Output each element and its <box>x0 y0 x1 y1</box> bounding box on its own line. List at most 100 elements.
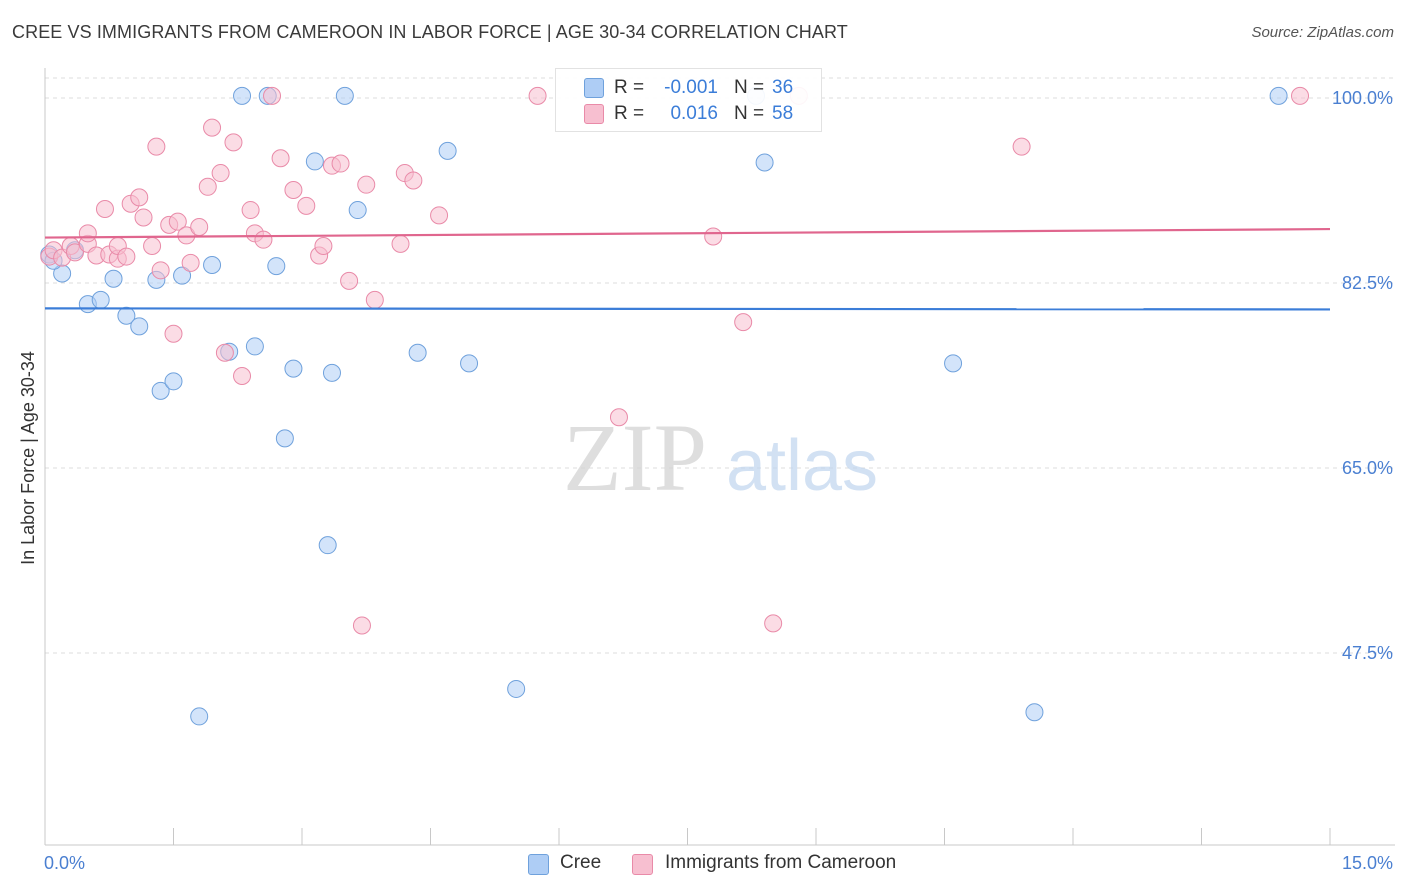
chart-title: CREE VS IMMIGRANTS FROM CAMEROON IN LABO… <box>12 22 848 42</box>
cameroon-point <box>241 201 260 220</box>
cameroon-point <box>340 271 359 290</box>
cree-point <box>91 290 110 309</box>
cameroon-point <box>297 196 316 215</box>
cree-point <box>245 337 264 356</box>
cree-point <box>233 86 252 105</box>
trend-lines <box>44 227 1331 311</box>
cree-point <box>755 153 774 172</box>
cree-point <box>408 343 427 362</box>
cameroon-point <box>78 224 97 243</box>
stats-row-cameroon: R = 0.016 N = 58 <box>556 101 821 127</box>
cameroon-point <box>151 261 170 280</box>
axes <box>44 68 1395 846</box>
axis-labels: 100.0% 82.5% 65.0% 47.5% 0.0% 15.0% In Labor F… <box>18 88 1393 873</box>
cameroon-point <box>609 408 628 427</box>
cameroon-point <box>224 133 243 152</box>
cree-points <box>40 86 1288 726</box>
cameroon-point <box>130 188 149 207</box>
cree-legend-swatch <box>528 854 549 875</box>
cameroon-points <box>40 86 1310 635</box>
cameroon-point <box>1291 86 1310 105</box>
cameroon-point <box>190 217 209 236</box>
cameroon-legend-label: Immigrants from Cameroon <box>665 852 897 873</box>
x-tick-label: 15.0% <box>1342 853 1393 873</box>
cameroon-point <box>233 367 252 386</box>
watermark-zip: ZIP <box>563 404 707 511</box>
cree-point <box>267 257 286 276</box>
cameroon-point <box>65 243 84 262</box>
cree-point <box>318 536 337 555</box>
cree-point <box>104 269 123 288</box>
cameroon-point <box>143 237 162 255</box>
n-label: N = <box>734 103 765 124</box>
cameroon-point <box>430 206 449 225</box>
cameroon-point <box>254 230 273 249</box>
stats-legend: R = -0.001 N = 36 R = 0.016 N = 58 <box>555 68 822 132</box>
cameroon-point <box>168 212 187 231</box>
cameroon-point <box>404 171 423 190</box>
cree-point <box>1025 703 1044 722</box>
cree-point <box>117 306 136 325</box>
r-label: R = <box>614 103 645 124</box>
n-value: 58 <box>772 103 794 124</box>
cree-point <box>944 354 963 373</box>
data-points <box>40 86 1310 726</box>
n-label: N = <box>734 77 765 98</box>
cameroon-point <box>1012 137 1031 156</box>
cree-point <box>438 141 457 160</box>
cameroon-point <box>271 149 290 168</box>
cameroon-legend-swatch <box>632 854 653 875</box>
cree-point <box>164 372 183 391</box>
cameroon-point <box>352 616 371 635</box>
cameroon-point <box>181 253 200 272</box>
cree-point <box>1269 86 1288 105</box>
cameroon-point <box>365 290 384 309</box>
cree-point <box>335 86 354 105</box>
r-value: 0.016 <box>670 103 718 124</box>
cameroon-point <box>117 247 136 266</box>
cameroon-trend-line <box>44 227 1331 239</box>
cree-point <box>305 152 324 171</box>
cree-trend-line <box>44 307 1331 311</box>
cameroon-point <box>331 154 350 173</box>
watermark-atlas: atlas <box>726 426 878 506</box>
cameroon-point <box>215 343 234 362</box>
cameroon-point <box>147 137 166 156</box>
cree-legend-label: Cree <box>560 852 602 873</box>
r-value: -0.001 <box>664 77 718 98</box>
cameroon-point <box>357 175 376 194</box>
grid-lines <box>45 77 1395 654</box>
cameroon-point <box>95 200 114 218</box>
cree-point <box>284 359 303 378</box>
cameroon-point <box>704 227 723 246</box>
y-axis-title: In Labor Force | Age 30-34 <box>18 351 38 565</box>
cree-point <box>203 256 222 275</box>
source-label: Source: ZipAtlas.com <box>1251 24 1394 41</box>
cree-point <box>507 679 526 698</box>
cameroon-point <box>391 234 410 253</box>
x-tick-label: 0.0% <box>44 853 85 873</box>
cameroon-point <box>764 614 783 633</box>
n-value: 36 <box>772 77 794 98</box>
cameroon-point <box>177 226 196 245</box>
cree-point <box>460 354 479 373</box>
cree-point <box>151 381 170 400</box>
cree-point <box>173 266 192 285</box>
y-tick-label: 47.5% <box>1342 643 1393 663</box>
cameroon-point <box>284 180 303 199</box>
cree-swatch <box>584 78 604 98</box>
cree-point <box>348 201 367 220</box>
cameroon-swatch <box>584 104 604 124</box>
cameroon-point <box>164 324 183 343</box>
cameroon-point <box>203 118 222 137</box>
cree-point <box>275 429 294 448</box>
cameroon-point <box>211 164 230 183</box>
cree-point <box>190 707 209 726</box>
cameroon-point <box>263 86 282 105</box>
cameroon-point <box>314 237 333 255</box>
y-tick-label: 82.5% <box>1342 273 1393 293</box>
cameroon-point <box>734 313 753 332</box>
stats-row-cree: R = -0.001 N = 36 <box>556 75 821 101</box>
cree-point <box>322 363 341 382</box>
